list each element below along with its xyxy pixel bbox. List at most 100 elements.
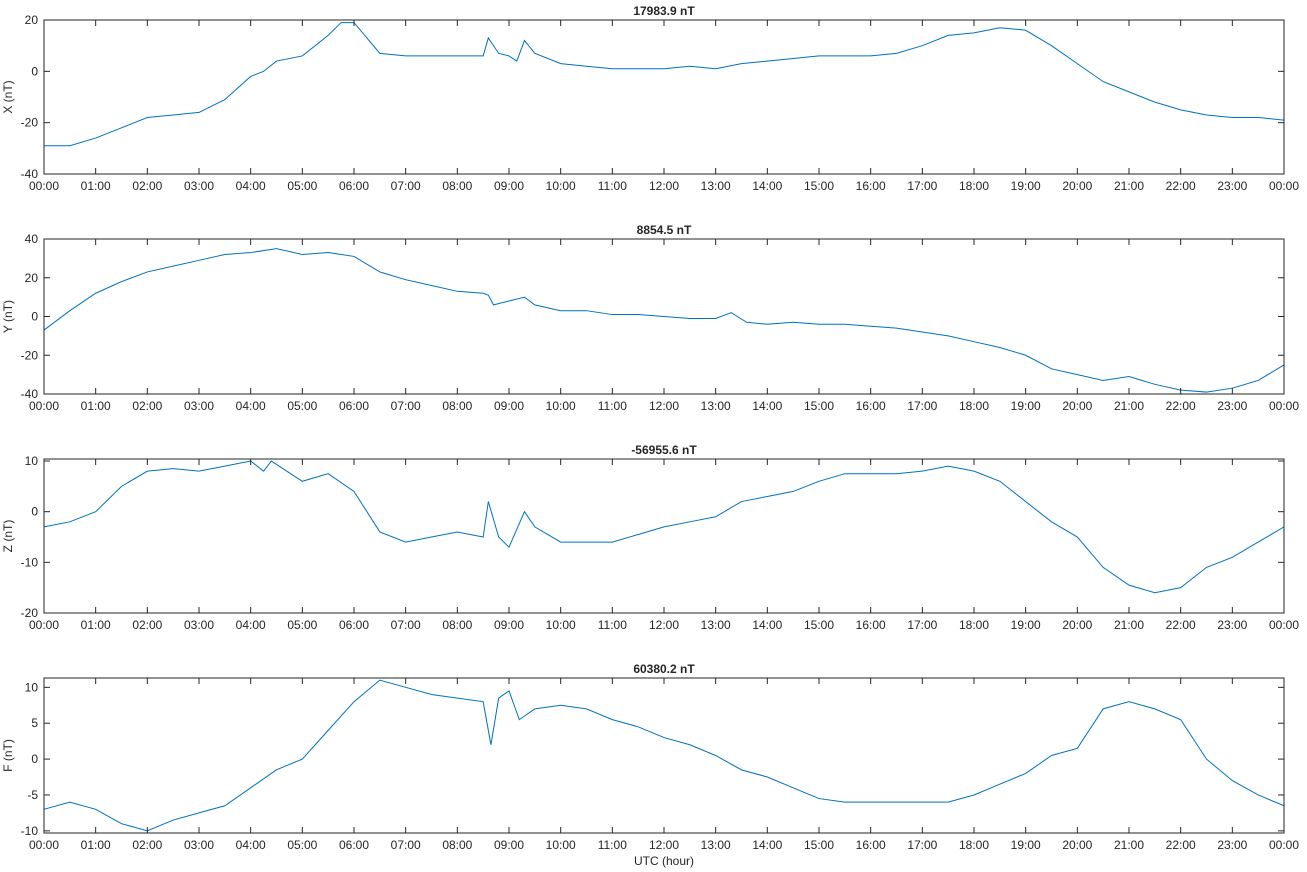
x-tick-label: 16:00 bbox=[856, 618, 886, 632]
subplot-title: -56955.6 nT bbox=[631, 443, 697, 457]
x-tick-label: 20:00 bbox=[1062, 179, 1092, 193]
x-tick-label: 01:00 bbox=[81, 618, 111, 632]
x-tick-label: 14:00 bbox=[752, 399, 782, 413]
x-tick-label: 22:00 bbox=[1166, 618, 1196, 632]
y-tick-label: -20 bbox=[21, 116, 39, 130]
x-tick-label: 06:00 bbox=[339, 179, 369, 193]
x-tick-label: 23:00 bbox=[1217, 179, 1247, 193]
x-tick-label: 09:00 bbox=[494, 399, 524, 413]
x-tick-label: 17:00 bbox=[907, 179, 937, 193]
y-tick-label: 5 bbox=[31, 716, 38, 730]
x-tick-label: 14:00 bbox=[752, 838, 782, 852]
y-tick-label: -40 bbox=[21, 167, 39, 181]
x-tick-label: 19:00 bbox=[1011, 179, 1041, 193]
x-tick-label: 11:00 bbox=[598, 179, 627, 193]
x-axis-label: UTC (hour) bbox=[634, 854, 694, 868]
x-tick-label: 04:00 bbox=[236, 618, 266, 632]
y-tick-label: 20 bbox=[25, 13, 39, 27]
x-tick-label: 00:00 bbox=[1269, 838, 1299, 852]
x-tick-label: 23:00 bbox=[1217, 399, 1247, 413]
x-tick-label: 07:00 bbox=[391, 179, 421, 193]
x-tick-label: 13:00 bbox=[701, 618, 731, 632]
x-tick-label: 11:00 bbox=[598, 399, 627, 413]
x-tick-label: 17:00 bbox=[907, 399, 937, 413]
x-tick-label: 20:00 bbox=[1062, 618, 1092, 632]
x-tick-label: 02:00 bbox=[132, 179, 162, 193]
x-tick-label: 12:00 bbox=[649, 179, 679, 193]
x-tick-label: 15:00 bbox=[804, 179, 834, 193]
x-tick-label: 07:00 bbox=[391, 399, 421, 413]
y-tick-label: 20 bbox=[25, 271, 39, 285]
x-tick-label: 03:00 bbox=[184, 179, 214, 193]
x-tick-label: 21:00 bbox=[1114, 179, 1144, 193]
x-tick-label: 20:00 bbox=[1062, 399, 1092, 413]
x-tick-label: 05:00 bbox=[287, 838, 317, 852]
subplot-title: 8854.5 nT bbox=[637, 223, 692, 237]
y-axis-label: F (nT) bbox=[1, 739, 15, 772]
x-tick-label: 05:00 bbox=[287, 618, 317, 632]
x-tick-label: 07:00 bbox=[391, 838, 421, 852]
x-tick-label: 20:00 bbox=[1062, 838, 1092, 852]
data-line bbox=[43, 460, 1285, 594]
x-tick-label: 01:00 bbox=[81, 179, 111, 193]
y-tick-label: -20 bbox=[21, 348, 39, 362]
x-tick-label: 02:00 bbox=[132, 618, 162, 632]
x-tick-label: 06:00 bbox=[339, 618, 369, 632]
y-axis-label: X (nT) bbox=[1, 80, 15, 113]
x-tick-label: 13:00 bbox=[701, 399, 731, 413]
x-tick-label: 14:00 bbox=[752, 179, 782, 193]
x-tick-label: 02:00 bbox=[132, 838, 162, 852]
y-tick-label: 0 bbox=[31, 752, 38, 766]
x-tick-label: 13:00 bbox=[701, 838, 731, 852]
x-tick-label: 23:00 bbox=[1217, 838, 1247, 852]
y-axis-label: Z (nT) bbox=[1, 520, 15, 553]
x-tick-label: 00:00 bbox=[29, 618, 59, 632]
x-tick-label: 02:00 bbox=[132, 399, 162, 413]
x-tick-label: 03:00 bbox=[184, 838, 214, 852]
x-tick-label: 03:00 bbox=[184, 618, 214, 632]
x-tick-label: 09:00 bbox=[494, 618, 524, 632]
x-tick-label: 16:00 bbox=[856, 179, 886, 193]
y-tick-label: 10 bbox=[25, 454, 39, 468]
x-tick-label: 18:00 bbox=[959, 399, 989, 413]
y-tick-label: -10 bbox=[21, 555, 39, 569]
subplot-title: 60380.2 nT bbox=[633, 662, 695, 676]
x-tick-label: 12:00 bbox=[649, 618, 679, 632]
x-tick-label: 10:00 bbox=[546, 399, 576, 413]
x-tick-label: 03:00 bbox=[184, 399, 214, 413]
x-tick-label: 15:00 bbox=[804, 618, 834, 632]
x-tick-label: 00:00 bbox=[1269, 399, 1299, 413]
x-tick-label: 22:00 bbox=[1166, 838, 1196, 852]
x-tick-label: 16:00 bbox=[856, 838, 886, 852]
x-tick-label: 04:00 bbox=[236, 179, 266, 193]
x-tick-label: 10:00 bbox=[546, 179, 576, 193]
x-tick-label: 17:00 bbox=[907, 838, 937, 852]
y-tick-label: 0 bbox=[31, 64, 38, 78]
y-tick-label: -5 bbox=[27, 788, 38, 802]
x-tick-label: 18:00 bbox=[959, 838, 989, 852]
y-tick-label: -20 bbox=[21, 606, 39, 620]
x-tick-label: 21:00 bbox=[1114, 618, 1144, 632]
x-tick-label: 11:00 bbox=[598, 838, 627, 852]
x-tick-label: 17:00 bbox=[907, 618, 937, 632]
x-tick-label: 10:00 bbox=[546, 618, 576, 632]
x-tick-label: 00:00 bbox=[29, 838, 59, 852]
x-tick-label: 15:00 bbox=[804, 838, 834, 852]
x-tick-label: 10:00 bbox=[546, 838, 576, 852]
y-tick-label: 0 bbox=[31, 505, 38, 519]
x-tick-label: 21:00 bbox=[1114, 838, 1144, 852]
x-tick-label: 08:00 bbox=[442, 399, 472, 413]
x-tick-label: 18:00 bbox=[959, 179, 989, 193]
x-tick-label: 08:00 bbox=[442, 838, 472, 852]
plot-area bbox=[44, 20, 1284, 174]
x-tick-label: 09:00 bbox=[494, 179, 524, 193]
x-tick-label: 22:00 bbox=[1166, 399, 1196, 413]
y-axis-label: Y (nT) bbox=[1, 300, 15, 333]
x-tick-label: 00:00 bbox=[29, 399, 59, 413]
x-tick-label: 23:00 bbox=[1217, 618, 1247, 632]
data-line bbox=[43, 679, 1285, 832]
y-tick-label: 40 bbox=[25, 232, 39, 246]
y-tick-label: -10 bbox=[21, 824, 39, 838]
x-tick-label: 09:00 bbox=[494, 838, 524, 852]
x-tick-label: 19:00 bbox=[1011, 399, 1041, 413]
